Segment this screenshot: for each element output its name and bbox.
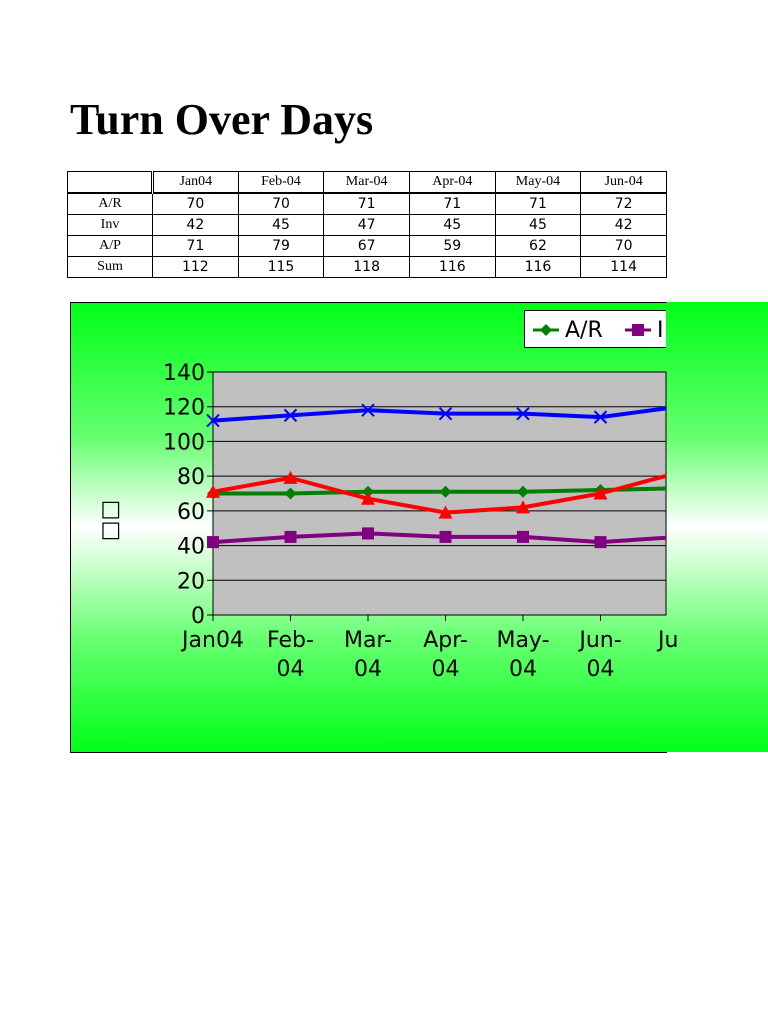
y-axis-title-text: □□ bbox=[97, 499, 123, 541]
y-tick-label: 40 bbox=[177, 535, 205, 560]
row-label: Inv bbox=[67, 214, 153, 236]
x-tick-label: Feb- bbox=[267, 628, 314, 653]
x-tick-label: Apr- bbox=[423, 628, 468, 653]
table-cell: 118 bbox=[323, 256, 410, 278]
y-tick-label: 20 bbox=[177, 569, 205, 594]
x-tick-label: 04 bbox=[277, 657, 305, 682]
data-point-sum bbox=[361, 403, 375, 417]
legend-item-inv: I bbox=[623, 311, 664, 347]
x-tick-label: May- bbox=[496, 628, 549, 653]
data-point-a-r bbox=[284, 487, 297, 500]
table-cell: 72 bbox=[580, 192, 667, 215]
y-tick-label: 120 bbox=[163, 396, 205, 421]
data-point-a-p bbox=[593, 486, 608, 500]
data-point-inv bbox=[517, 530, 529, 543]
data-point-a-p bbox=[206, 484, 220, 498]
data-point-a-r bbox=[517, 485, 529, 498]
table-header-row: Jan04 Feb-04 Mar-04 Apr-04 May-04 Jun-04 bbox=[67, 171, 667, 194]
data-point-a-p bbox=[361, 491, 375, 505]
table-row: Inv 42 45 47 45 45 42 bbox=[67, 214, 667, 236]
data-point-sum bbox=[516, 406, 530, 421]
table-row: A/R 70 70 71 71 71 72 bbox=[67, 192, 667, 215]
table-cell: 71 bbox=[323, 192, 410, 215]
x-tick-label: 04 bbox=[509, 657, 537, 682]
y-tick-label: 80 bbox=[177, 465, 205, 490]
turnover-table: Jan04 Feb-04 Mar-04 Apr-04 May-04 Jun-04… bbox=[67, 171, 667, 278]
legend-label: I bbox=[657, 317, 664, 343]
page-title: Turn Over Days bbox=[70, 95, 374, 144]
y-tick-label: 100 bbox=[163, 430, 205, 455]
data-point-inv bbox=[594, 536, 607, 549]
x-tick-label: Jun- bbox=[577, 628, 621, 653]
table-cell: 116 bbox=[408, 256, 496, 278]
data-point-a-r bbox=[439, 485, 452, 498]
x-tick-label: Mar- bbox=[344, 628, 392, 653]
y-tick-label: 140 bbox=[163, 361, 205, 386]
x-tick-label: Jan04 bbox=[180, 628, 244, 653]
column-header: May-04 bbox=[494, 171, 582, 194]
legend-label: A/R bbox=[565, 317, 603, 343]
data-point-inv bbox=[439, 530, 452, 543]
x-tick-label: 04 bbox=[432, 657, 460, 682]
table-cell: 114 bbox=[580, 256, 667, 278]
y-tick-label: 0 bbox=[191, 604, 205, 629]
data-point-a-p bbox=[516, 500, 530, 514]
data-point-a-p bbox=[283, 470, 298, 484]
data-point-inv bbox=[284, 530, 297, 543]
data-point-sum bbox=[438, 406, 453, 421]
data-point-sum bbox=[283, 408, 298, 423]
table-row: Sum 112 115 118 116 116 114 bbox=[67, 256, 667, 278]
x-tick-label: 04 bbox=[587, 657, 615, 682]
data-point-inv bbox=[207, 536, 219, 549]
data-point-sum bbox=[593, 410, 608, 424]
table-cell: 70 bbox=[237, 192, 325, 215]
column-header: Apr-04 bbox=[408, 171, 496, 194]
table-cell: 47 bbox=[323, 214, 410, 236]
row-label: Sum bbox=[67, 256, 153, 278]
y-axis-title: □□ bbox=[96, 499, 124, 541]
x-tick-label: 04 bbox=[354, 657, 382, 682]
y-tick-label: 60 bbox=[177, 500, 205, 525]
legend-item-ar: A/R bbox=[531, 311, 603, 347]
chart-legend: A/R I bbox=[524, 310, 666, 348]
diamond-marker-icon bbox=[533, 324, 559, 336]
x-tick-label: Ju bbox=[656, 628, 678, 653]
square-marker-icon bbox=[625, 324, 651, 336]
table-cell: 116 bbox=[494, 256, 582, 278]
data-point-sum bbox=[206, 413, 220, 428]
data-point-a-p bbox=[438, 505, 453, 519]
column-header: Jan04 bbox=[152, 171, 239, 194]
table-cell: 112 bbox=[152, 256, 239, 278]
data-point-inv bbox=[362, 527, 374, 540]
